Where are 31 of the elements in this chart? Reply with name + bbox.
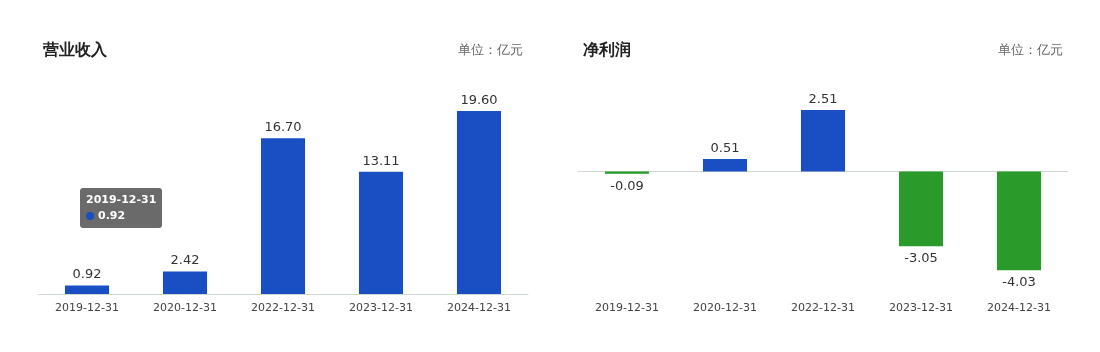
- chart-subtitle: 单位：亿元: [998, 42, 1063, 57]
- data-label: -0.09: [610, 177, 644, 193]
- x-tick-label: 2019-12-31: [595, 301, 659, 314]
- x-tick-label: 2020-12-31: [153, 301, 217, 314]
- data-label: 19.60: [460, 92, 498, 108]
- bar: [456, 111, 502, 294]
- data-label: 13.11: [362, 152, 400, 168]
- data-label: -3.05: [904, 250, 938, 266]
- data-label: 2.51: [808, 91, 838, 106]
- bar: [358, 171, 404, 294]
- x-tick-label: 2024-12-31: [447, 301, 511, 314]
- x-tick-label: 2019-12-31: [55, 301, 119, 314]
- tooltip-box: 2019-12-31 0.92: [80, 188, 163, 228]
- data-label: 0.92: [72, 266, 102, 282]
- data-label: -4.03: [1002, 274, 1036, 290]
- chart-subtitle: 单位：亿元: [458, 42, 523, 57]
- x-tick-label: 2020-12-31: [693, 301, 757, 314]
- data-label: 16.70: [264, 119, 302, 135]
- bar: [64, 285, 110, 294]
- x-tick-label: 2022-12-31: [791, 301, 855, 314]
- x-tick-label: 2022-12-31: [251, 301, 315, 314]
- data-label: 2.42: [170, 252, 200, 268]
- annotation: 2019-12-31 0.92: [86, 192, 157, 224]
- chart-title: 净利润: [583, 39, 631, 59]
- x-tick-label: 2023-12-31: [889, 301, 953, 314]
- x-tick-label: 2024-12-31: [987, 301, 1051, 314]
- x-tick-label: 2023-12-31: [349, 301, 413, 314]
- bar: [260, 138, 306, 294]
- bar: [162, 271, 208, 294]
- data-label: 0.51: [710, 140, 740, 156]
- chart-title: 营业收入: [42, 39, 108, 59]
